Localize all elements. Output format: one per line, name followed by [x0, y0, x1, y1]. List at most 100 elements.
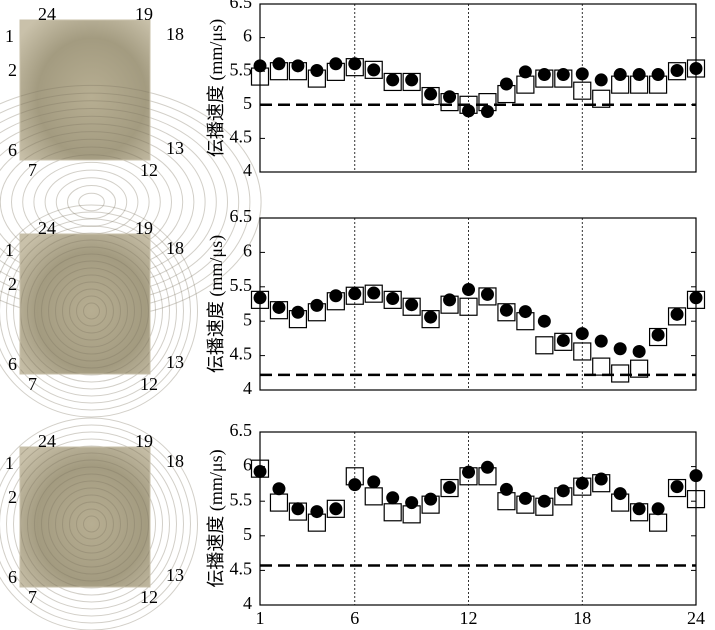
growth-ring: [6, 225, 177, 397]
circle-marker: [480, 105, 494, 119]
growth-ring: [34, 466, 149, 582]
wood-surface: [20, 20, 150, 160]
circle-marker: [291, 59, 305, 73]
circle-marker: [556, 333, 570, 347]
circle-marker: [518, 491, 532, 505]
position-label: 7: [28, 587, 37, 607]
circle-marker: [253, 59, 267, 73]
circle-marker: [537, 314, 551, 328]
x-tick-label: 24: [687, 608, 705, 628]
circle-marker: [424, 492, 438, 506]
growth-ring: [78, 192, 105, 212]
plot-frame: [259, 3, 697, 173]
circle-marker: [689, 291, 703, 305]
position-label: 12: [140, 374, 158, 394]
circle-marker: [424, 310, 438, 324]
square-marker: [648, 513, 668, 532]
position-label: 12: [140, 587, 158, 607]
circle-marker: [613, 342, 627, 356]
plot-frame: [259, 431, 697, 606]
circle-marker: [651, 68, 665, 82]
square-marker: [326, 499, 345, 518]
circle-marker: [537, 494, 551, 508]
growth-ring: [76, 508, 107, 540]
y-tick-label: 4.5: [230, 559, 253, 579]
circle-marker: [632, 68, 646, 82]
square-marker: [440, 478, 459, 498]
position-label: 19: [135, 431, 153, 451]
circle-marker: [462, 283, 476, 297]
square-marker: [611, 364, 630, 383]
position-label: 1: [5, 240, 14, 260]
wood-surface: [20, 234, 150, 374]
wood-surface: [20, 447, 150, 587]
y-tick-label: 5.5: [230, 275, 253, 295]
square-marker: [592, 357, 611, 376]
square-marker: [573, 81, 592, 100]
circle-marker: [310, 298, 324, 312]
growth-ring: [0, 211, 191, 411]
position-label: 13: [166, 138, 184, 158]
circle-marker: [670, 64, 684, 78]
square-marker: [667, 478, 687, 498]
square-marker: [516, 75, 535, 94]
circle-marker: [632, 502, 646, 516]
circle-marker: [443, 480, 457, 494]
position-label: 2: [8, 60, 17, 80]
growth-ring: [48, 267, 135, 355]
circle-marker: [556, 484, 570, 498]
growth-ring: [6, 438, 177, 610]
growth-ring: [0, 431, 184, 617]
square-marker: [686, 59, 706, 78]
circle-marker: [386, 291, 400, 305]
position-label: 12: [140, 160, 158, 180]
circle-marker: [424, 87, 438, 101]
circle-marker: [651, 328, 665, 342]
position-label: 19: [135, 4, 153, 24]
growth-ring: [0, 424, 191, 624]
growth-ring: [76, 295, 107, 327]
circle-marker: [405, 496, 419, 510]
wood-image: [0, 204, 198, 418]
circle-marker: [689, 469, 703, 483]
circle-marker: [253, 291, 267, 305]
growth-ring: [55, 177, 128, 227]
position-label: 13: [166, 565, 184, 585]
circle-marker: [405, 298, 419, 312]
circle-marker: [670, 480, 684, 494]
circle-marker: [575, 476, 589, 490]
circle-marker: [575, 67, 589, 81]
circle-marker: [480, 287, 494, 301]
position-label: 6: [8, 140, 17, 160]
circle-marker: [386, 73, 400, 87]
circle-marker: [537, 68, 551, 82]
circle-marker: [518, 65, 532, 79]
y-tick-label: 4.5: [230, 344, 253, 364]
circle-marker: [348, 57, 362, 71]
circle-marker: [272, 482, 286, 496]
square-marker: [383, 503, 402, 522]
square-marker: [269, 493, 289, 512]
circle-marker: [689, 62, 703, 76]
y-axis-label: 伝播速度 (mm/μs): [206, 19, 227, 157]
position-label: 2: [8, 487, 17, 507]
circle-marker: [499, 303, 513, 317]
y-tick-label: 4: [243, 593, 252, 613]
growth-ring: [83, 302, 100, 320]
position-label: 18: [166, 238, 184, 258]
circle-marker: [405, 73, 419, 87]
growth-ring: [13, 445, 170, 603]
circle-marker: [670, 307, 684, 321]
growth-ring: [83, 515, 100, 533]
circle-marker: [575, 327, 589, 341]
square-marker: [573, 342, 592, 361]
circle-marker: [348, 287, 362, 301]
circle-marker: [253, 464, 267, 478]
position-label: 7: [28, 160, 37, 180]
position-label: 24: [38, 4, 56, 24]
position-label: 18: [166, 451, 184, 471]
position-label: 13: [166, 352, 184, 372]
square-marker: [364, 487, 383, 506]
circle-marker: [443, 90, 457, 104]
